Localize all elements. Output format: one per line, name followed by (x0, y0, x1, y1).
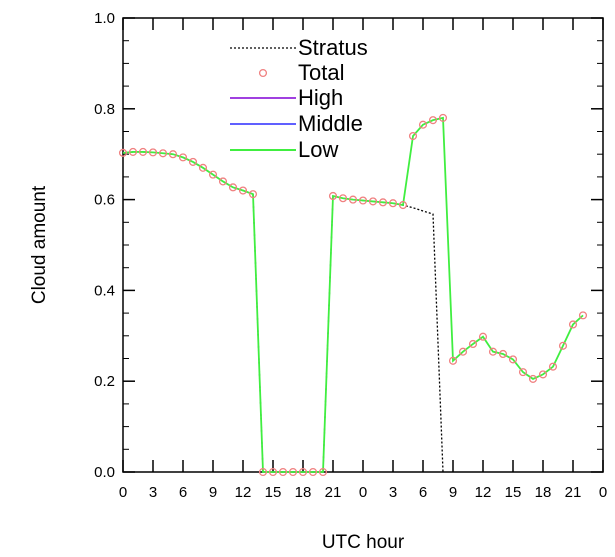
low-line (122, 116, 584, 473)
total-marker (348, 195, 358, 204)
total-marker (378, 198, 388, 207)
legend-swatch-total (258, 68, 268, 78)
legend-label-total: Total (298, 60, 344, 85)
x-tick-label: 12 (475, 484, 492, 501)
x-tick-label: 0 (599, 484, 607, 501)
total-marker (368, 197, 378, 206)
total-marker (418, 120, 428, 129)
x-tick-label: 9 (209, 484, 217, 501)
total-marker (198, 163, 208, 172)
total-marker (298, 467, 308, 477)
total-marker (498, 349, 508, 359)
total-marker (508, 355, 518, 364)
total-marker (158, 149, 168, 158)
total-marker (288, 467, 298, 477)
y-tick-label: 0.0 (94, 464, 115, 481)
total-marker (138, 147, 148, 156)
x-tick-label: 9 (449, 484, 457, 501)
legend-label-middle: Middle (298, 111, 363, 136)
x-tick-label: 12 (235, 484, 252, 501)
x-tick-label: 21 (325, 484, 342, 501)
total-marker (448, 356, 458, 365)
x-axis-title: UTC hour (322, 532, 405, 553)
y-axis-title: Cloud amount (29, 185, 50, 304)
total-marker (568, 320, 578, 329)
x-tick-label: 15 (265, 484, 282, 501)
total-marker (558, 341, 568, 350)
total-marker (578, 311, 588, 320)
total-marker (278, 467, 288, 477)
x-tick-label: 21 (565, 484, 582, 501)
total-marker (218, 177, 228, 186)
total-marker (208, 170, 218, 179)
total-marker (248, 190, 258, 199)
total-marker (118, 148, 128, 157)
total-marker (488, 347, 498, 356)
total-marker (268, 467, 278, 477)
x-axis: 0 3 6 9 12 15 18 21 0 3 6 9 12 15 18 21 0 (119, 18, 607, 501)
x-tick-label: 0 (359, 484, 367, 501)
x-tick-label: 0 (119, 484, 127, 501)
x-tick-label: 6 (419, 484, 427, 501)
y-tick-label: 1.0 (94, 10, 115, 27)
total-marker (338, 194, 348, 203)
total-marker (188, 157, 198, 166)
legend-label-low: Low (298, 137, 338, 162)
x-tick-label: 3 (389, 484, 397, 501)
total-marker (438, 113, 448, 122)
x-tick-label: 6 (179, 484, 187, 501)
total-marker (318, 467, 328, 477)
total-marker (548, 362, 558, 371)
legend-label-stratus: Stratus (298, 35, 368, 60)
y-axis: 0.0 0.2 0.4 0.6 0.8 1.0 (94, 10, 603, 481)
total-marker (468, 339, 478, 349)
legend-label-high: High (298, 85, 343, 110)
total-marker (398, 200, 408, 210)
series-layer (118, 113, 588, 477)
total-marker (538, 370, 548, 379)
total-marker (238, 186, 248, 195)
total-marker (228, 183, 238, 192)
x-tick-label: 3 (149, 484, 157, 501)
total-marker (328, 191, 338, 201)
total-marker (168, 150, 178, 159)
total-marker (458, 347, 468, 356)
y-tick-label: 0.4 (94, 282, 115, 299)
y-tick-label: 0.6 (94, 192, 115, 209)
total-marker (518, 368, 528, 377)
total-marker (308, 467, 318, 477)
plot-frame (122, 17, 604, 473)
x-tick-label: 15 (505, 484, 522, 501)
x-tick-label: 18 (535, 484, 552, 501)
total-marker (148, 148, 158, 157)
y-tick-label: 0.2 (94, 373, 115, 390)
total-marker (358, 196, 368, 205)
total-marker (428, 116, 438, 125)
y-tick-label: 0.8 (94, 101, 115, 118)
total-marker (128, 147, 138, 156)
total-marker (388, 199, 398, 208)
total-marker (178, 153, 188, 162)
x-tick-label: 18 (295, 484, 312, 501)
total-marker (528, 374, 538, 383)
total-marker (408, 131, 418, 141)
total-marker (258, 467, 268, 477)
total-marker (478, 332, 488, 341)
